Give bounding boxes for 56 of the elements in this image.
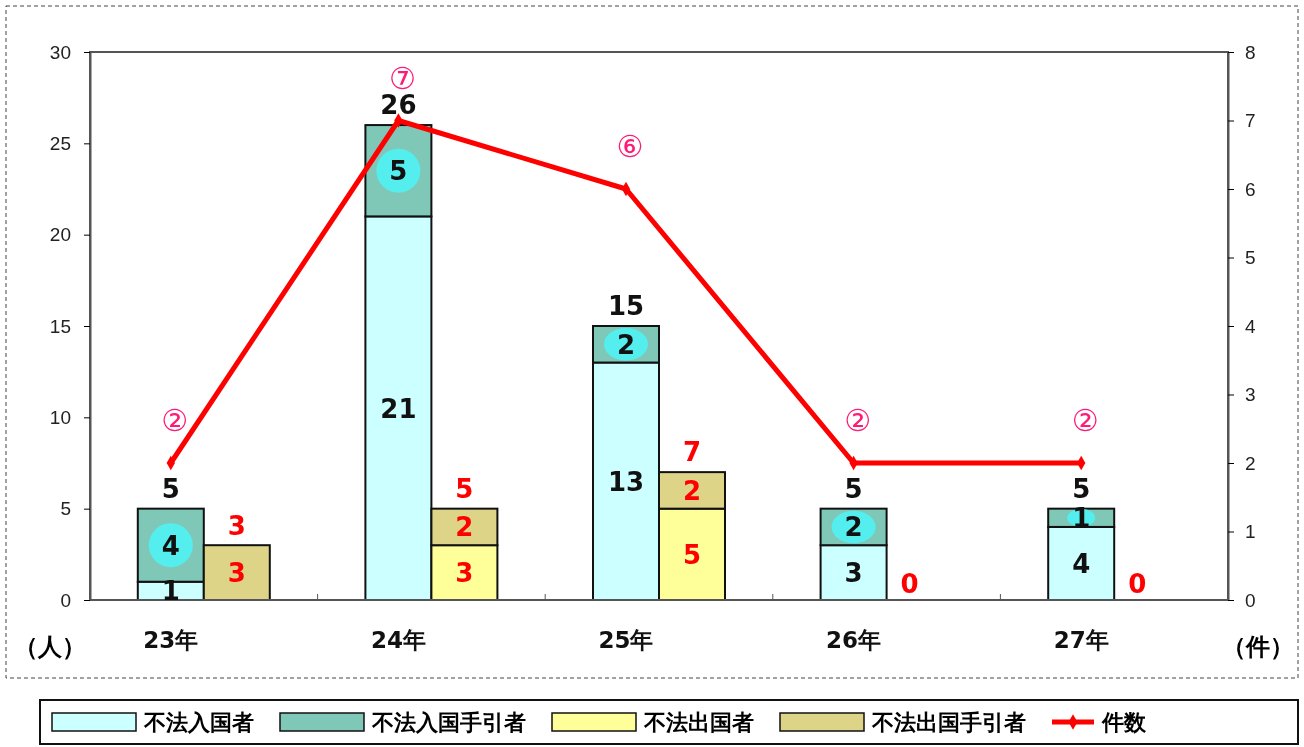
legend-label: 不法入国手引者 xyxy=(371,710,526,735)
y2-axis-title: （件） xyxy=(1222,633,1294,661)
data-label: 5 xyxy=(389,156,408,187)
data-label: 4 xyxy=(161,530,180,561)
y-tick-label: 20 xyxy=(49,224,71,246)
data-label: 4 xyxy=(1072,548,1091,579)
legend-label: 不法出国者 xyxy=(643,710,754,735)
legend-label: 不法出国手引者 xyxy=(871,710,1026,735)
y2-tick-label: 0 xyxy=(1245,589,1256,611)
data-label: 2 xyxy=(844,512,863,543)
legend-label: 不法入国者 xyxy=(143,710,254,735)
data-label: ② xyxy=(844,403,872,438)
x-tick-label: 25年 xyxy=(598,627,654,653)
y2-tick-label: 7 xyxy=(1245,110,1256,132)
total-label: 5 xyxy=(455,474,474,505)
total-label: 5 xyxy=(1072,474,1091,505)
y2-tick-label: 8 xyxy=(1245,41,1256,63)
total-label: 7 xyxy=(682,437,702,468)
x-tick-label: 23年 xyxy=(143,627,199,653)
x-tick-label: 26年 xyxy=(826,627,882,653)
total-label: 5 xyxy=(844,474,863,505)
total-label: 3 xyxy=(227,510,246,541)
y2-tick-label: 6 xyxy=(1245,178,1256,200)
total-label: 0 xyxy=(900,569,919,600)
data-label: 1 xyxy=(1072,503,1091,534)
x-tick-label: 24年 xyxy=(370,627,426,653)
data-label: ② xyxy=(1071,403,1099,438)
legend-label: 件数 xyxy=(1101,710,1147,735)
y2-tick-label: 3 xyxy=(1245,384,1256,406)
data-label: 2 xyxy=(682,475,702,506)
x-tick-label: 27年 xyxy=(1053,627,1109,653)
y-tick-label: 30 xyxy=(49,41,71,63)
y-tick-label: 0 xyxy=(60,589,71,611)
y2-tick-label: 5 xyxy=(1245,247,1256,269)
data-label: ⑥ xyxy=(616,129,644,164)
data-label: 2 xyxy=(616,329,636,360)
y2-tick-label: 2 xyxy=(1245,452,1256,474)
data-label: 2 xyxy=(455,512,474,543)
data-label: 13 xyxy=(607,466,645,497)
y-tick-label: 10 xyxy=(49,406,71,428)
y-tick-label: 15 xyxy=(49,315,71,337)
y2-tick-label: 4 xyxy=(1245,315,1256,337)
y2-tick-label: 1 xyxy=(1245,521,1256,543)
data-label: ② xyxy=(161,403,189,438)
data-label: 3 xyxy=(844,557,863,588)
data-label: 3 xyxy=(455,557,474,588)
y-axis-title: （人） xyxy=(14,633,86,661)
y-tick-label: 5 xyxy=(60,498,71,520)
total-label: 0 xyxy=(1128,569,1147,600)
data-label: 5 xyxy=(682,539,702,570)
total-label: 15 xyxy=(607,291,645,322)
data-label: 3 xyxy=(227,557,246,588)
data-label: 21 xyxy=(380,393,417,424)
total-label: 5 xyxy=(161,474,180,505)
y-tick-label: 25 xyxy=(49,132,71,154)
total-label: 26 xyxy=(380,90,417,121)
